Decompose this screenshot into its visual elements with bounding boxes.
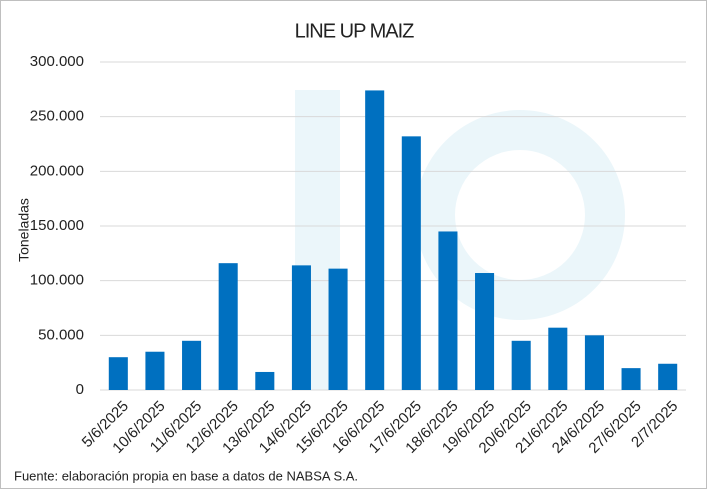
bar	[182, 340, 202, 390]
bar	[658, 363, 678, 390]
y-tick-label: 150.000	[30, 217, 84, 234]
bar	[145, 351, 165, 390]
bar	[328, 268, 348, 390]
chart-title: LINE UP MAIZ	[295, 20, 415, 42]
y-tick-label: 200.000	[30, 162, 84, 179]
y-tick-label: 250.000	[30, 108, 84, 125]
bar	[584, 335, 604, 390]
bar	[475, 273, 495, 390]
bar	[255, 371, 275, 390]
source-note: Fuente: elaboración propia en base a dat…	[14, 468, 358, 483]
y-tick-label: 100.000	[30, 272, 84, 289]
bar	[218, 263, 238, 390]
bar	[365, 90, 385, 390]
y-tick-label: 0	[76, 381, 84, 398]
y-tick-label: 300.000	[30, 53, 84, 70]
bar	[291, 265, 311, 390]
bar	[621, 368, 641, 390]
y-axis-label: Toneladas	[16, 198, 32, 262]
bar	[511, 340, 531, 390]
y-tick-label: 50.000	[38, 326, 84, 343]
bar	[108, 357, 128, 390]
bar	[438, 231, 458, 390]
bar	[548, 327, 568, 390]
bar	[401, 136, 421, 390]
